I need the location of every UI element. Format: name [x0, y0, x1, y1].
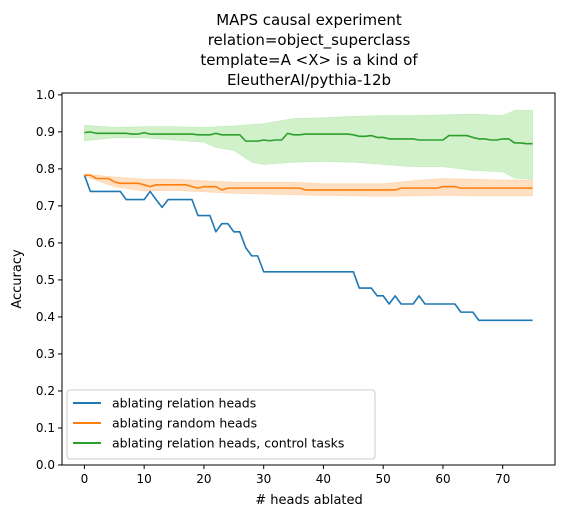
x-tick-label-1: 10 [137, 472, 152, 486]
series-band-2 [84, 110, 533, 180]
x-axis-label: # heads ablated [255, 493, 363, 508]
y-tick-label-4: 0.4 [36, 310, 55, 324]
y-tick-label-5: 0.5 [36, 273, 55, 287]
legend: ablating relation heads ablating random … [66, 389, 376, 460]
legend-label-relation-heads: ablating relation heads [112, 396, 256, 411]
y-tick-label-1: 0.1 [36, 421, 55, 435]
y-tick-label-10: 1.0 [36, 88, 55, 102]
series-line-0 [83, 174, 533, 322]
y-tick-label-6: 0.6 [36, 236, 55, 250]
y-tick-label-8: 0.8 [36, 162, 55, 176]
y-tick-label-7: 0.7 [36, 199, 55, 213]
x-tick-label-2: 20 [196, 472, 211, 486]
y-axis-ticks: 0.0 0.1 0.2 0.3 0.4 0.5 0.6 0.7 0.8 0.9 1.0 [36, 88, 62, 472]
series-line-2 [84, 131, 533, 145]
series-line-1 [84, 174, 533, 191]
y-tick-label-2: 0.2 [36, 384, 55, 398]
x-tick-label-6: 60 [435, 472, 450, 486]
series-band-1 [84, 173, 533, 197]
x-tick-label-4: 40 [316, 472, 331, 486]
title-line-2: relation=object_superclass [208, 31, 411, 50]
x-tick-label-0: 0 [81, 472, 89, 486]
title-line-3: template=A <X> is a kind of [200, 51, 418, 69]
title-line-4: EleutherAI/pythia-12b [227, 71, 391, 89]
y-tick-label-0: 0.0 [36, 458, 55, 472]
title-line-1: MAPS causal experiment [216, 11, 402, 29]
legend-frame [66, 389, 376, 460]
y-tick-label-3: 0.3 [36, 347, 55, 361]
x-tick-label-7: 70 [495, 472, 510, 486]
legend-label-random-heads: ablating random heads [112, 416, 257, 431]
chart-title: MAPS causal experiment relation=object_s… [200, 11, 418, 89]
legend-label-control-tasks: ablating relation heads, control tasks [112, 436, 344, 451]
y-tick-label-9: 0.9 [36, 125, 55, 139]
series-lines [83, 131, 533, 322]
x-axis-ticks: 0 10 20 30 40 50 60 70 [81, 465, 510, 486]
plot-frame [61, 92, 556, 466]
x-tick-label-5: 50 [376, 472, 391, 486]
y-axis-label: Accuracy [10, 249, 25, 309]
x-tick-label-3: 30 [256, 472, 271, 486]
confidence-bands [84, 110, 533, 197]
